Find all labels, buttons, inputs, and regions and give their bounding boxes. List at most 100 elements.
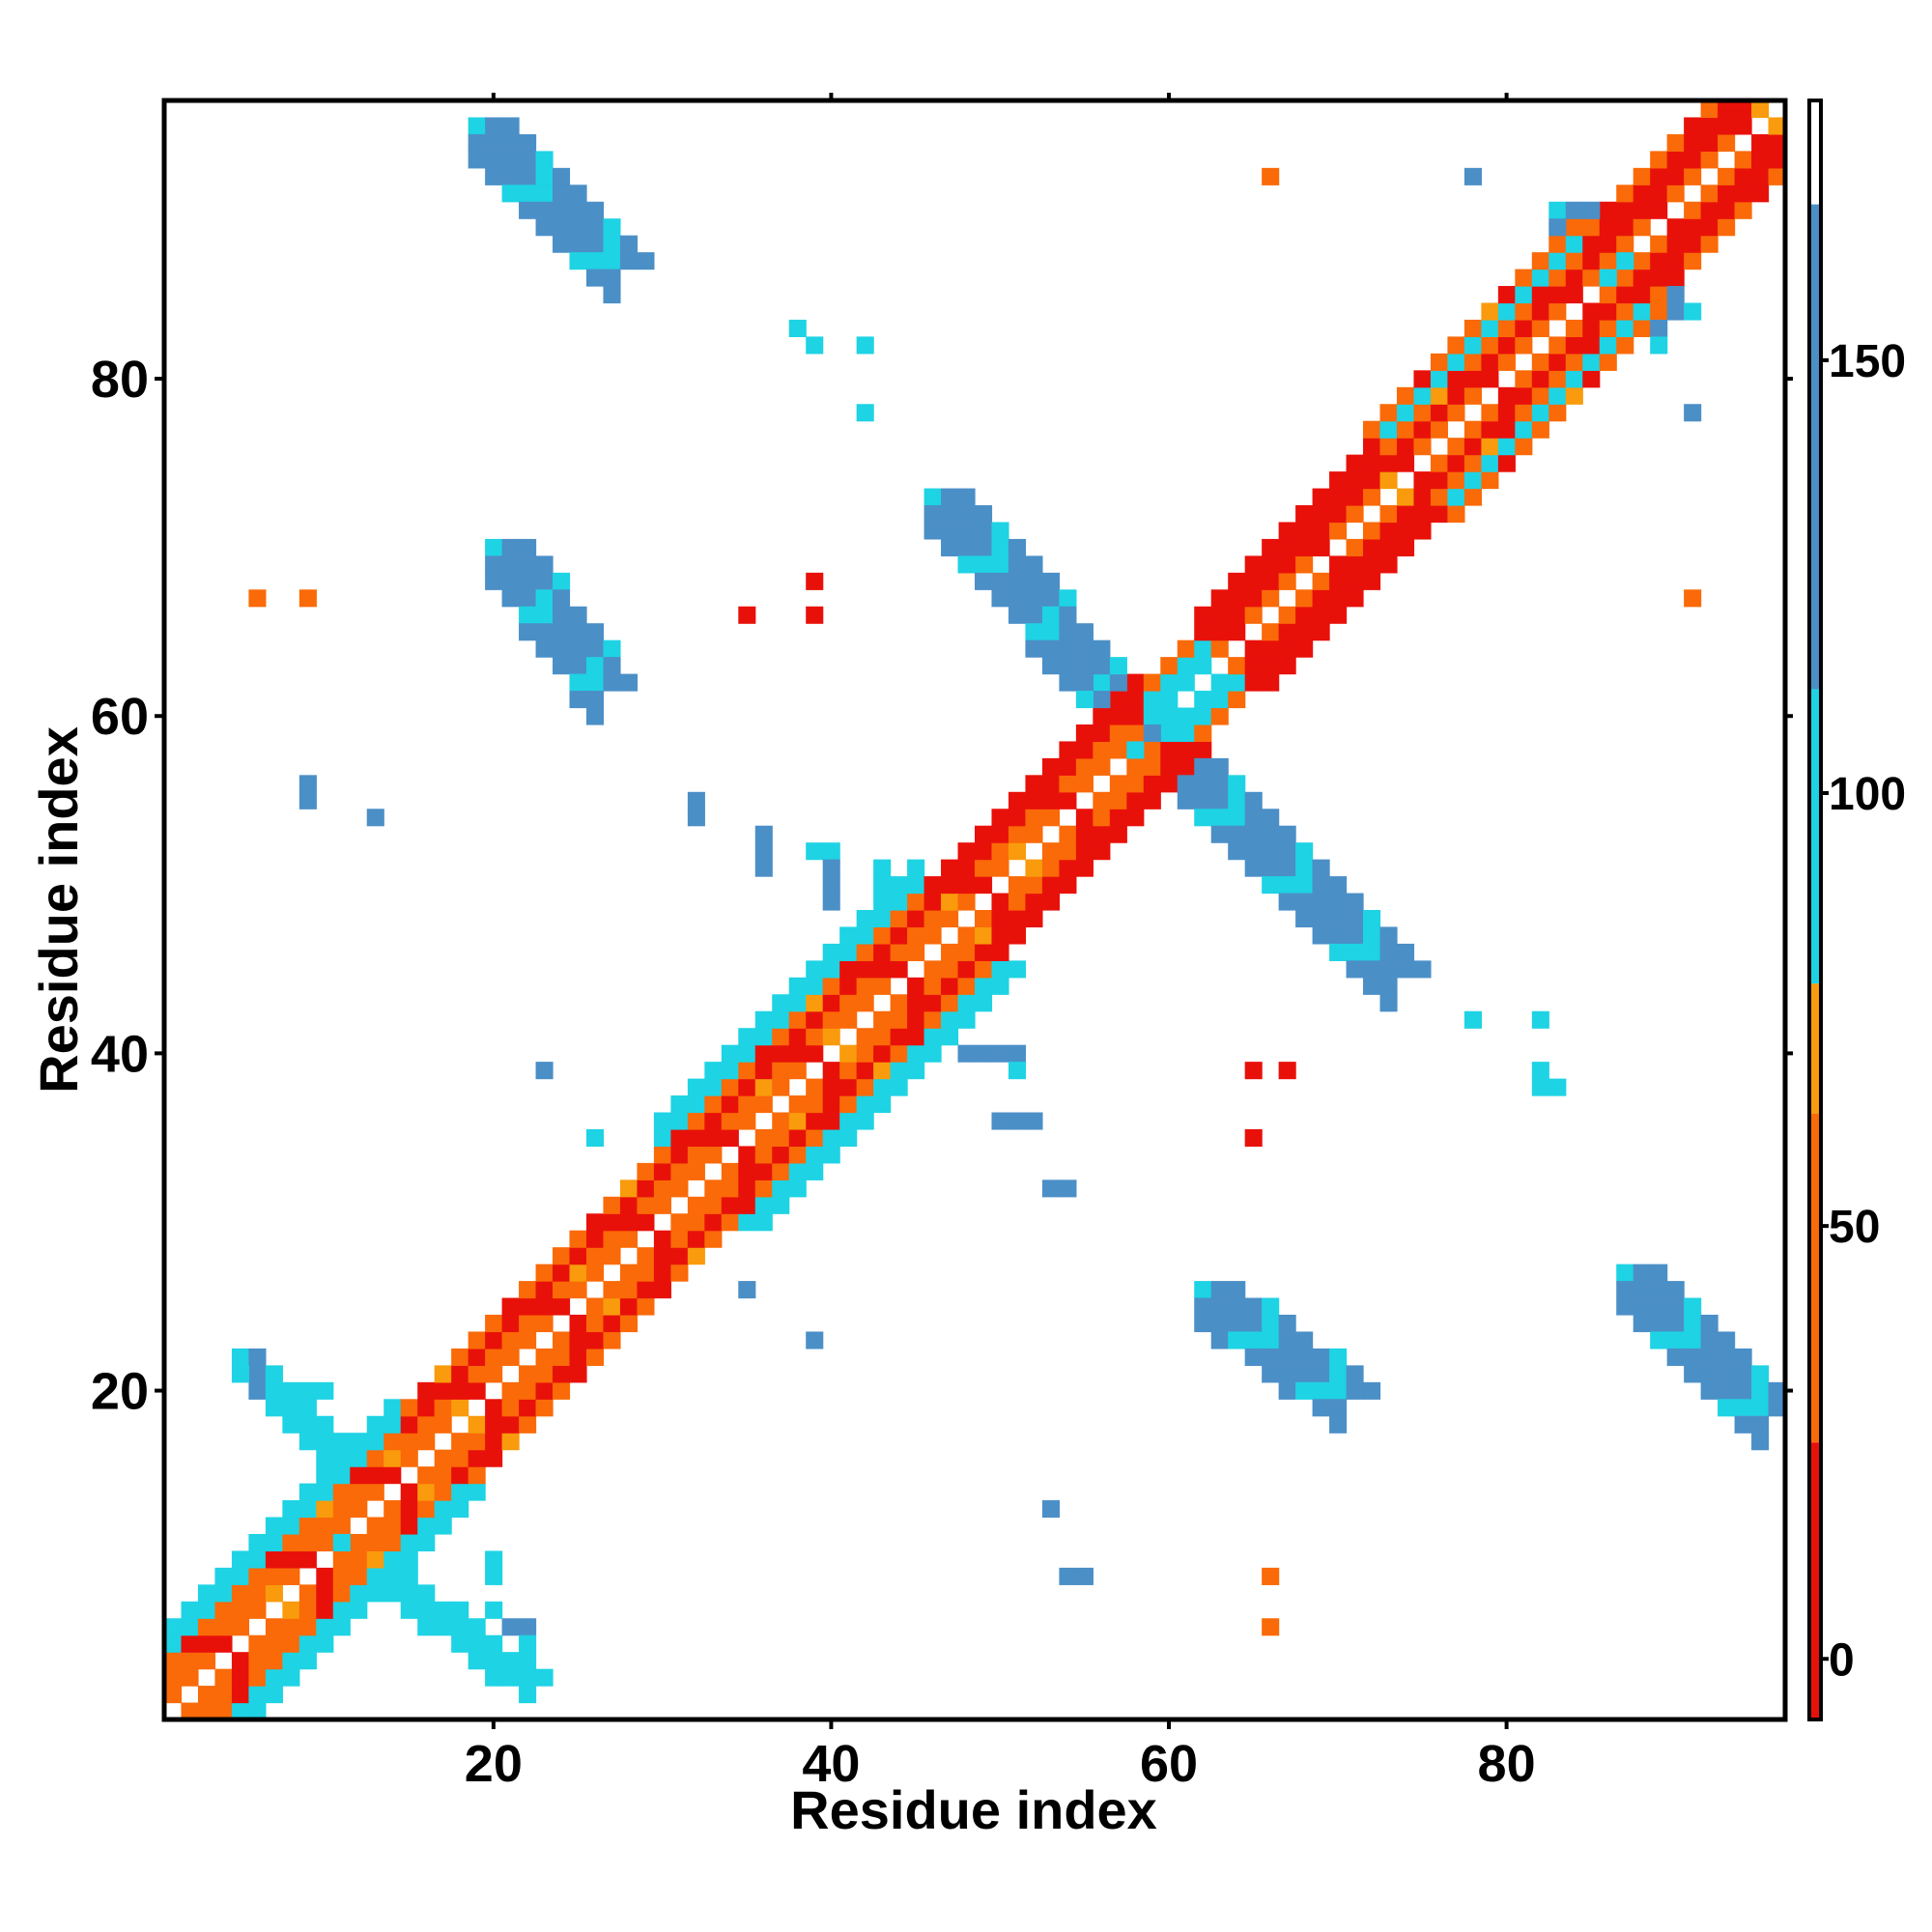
heatmap-cell (569, 691, 587, 709)
heatmap-cell (1396, 522, 1415, 540)
heatmap-cell (1379, 471, 1398, 490)
heatmap-cell (434, 1601, 452, 1619)
heatmap-cell (603, 657, 621, 675)
heatmap-cell (1650, 319, 1668, 338)
heatmap-cell (1295, 1331, 1314, 1350)
heatmap-cell (1346, 454, 1364, 472)
heatmap-cell (687, 1095, 705, 1114)
heatmap-cell (1312, 859, 1330, 877)
heatmap-cell (332, 1584, 351, 1603)
heatmap-cell (316, 1381, 334, 1400)
heatmap-cell (923, 893, 942, 911)
heatmap-cell (298, 1433, 317, 1451)
heatmap-cell (687, 1078, 705, 1096)
heatmap-cell (1447, 505, 1465, 524)
heatmap-cell (298, 1652, 317, 1670)
heatmap-cell (1734, 1365, 1752, 1383)
heatmap-cell (1059, 825, 1077, 843)
heatmap-cell (772, 1028, 790, 1046)
heatmap-cell (738, 1179, 756, 1198)
heatmap-cell (1312, 1365, 1330, 1383)
heatmap-cell (822, 977, 840, 995)
heatmap-cell (687, 1146, 705, 1164)
heatmap-cell (991, 555, 1009, 574)
heatmap-cell (451, 1433, 469, 1451)
heatmap-cell (1616, 302, 1634, 321)
heatmap-cell (619, 252, 639, 270)
heatmap-cell (1481, 336, 1499, 355)
heatmap-cell (1497, 454, 1516, 472)
heatmap-cell (282, 1415, 300, 1434)
heatmap-cell (1346, 572, 1364, 590)
heatmap-cell (1633, 1297, 1651, 1316)
heatmap-cell (1244, 572, 1263, 590)
heatmap-cell (957, 1044, 976, 1063)
heatmap-cell (923, 1028, 942, 1046)
heatmap-cell (907, 893, 925, 911)
heatmap-cell (400, 1550, 418, 1569)
heatmap-cell (1025, 623, 1043, 641)
heatmap-cell (1228, 791, 1246, 810)
heatmap-cell (519, 185, 537, 203)
heatmap-cell (1751, 1365, 1770, 1383)
heatmap-cell (535, 555, 554, 574)
heatmap-cell (856, 1112, 874, 1130)
heatmap-cell (181, 1634, 199, 1653)
heatmap-cell (1160, 707, 1179, 725)
heatmap-cell (1650, 1315, 1668, 1333)
heatmap-cell (1244, 639, 1263, 658)
heatmap-cell (991, 572, 1009, 590)
heatmap-cell (975, 842, 993, 861)
heatmap-cell (1718, 133, 1736, 152)
heatmap-cell (164, 1652, 183, 1670)
heatmap-cell (1008, 1044, 1027, 1063)
heatmap-cell (468, 1483, 486, 1501)
heatmap-cell (316, 1466, 334, 1485)
heatmap-cell (1109, 724, 1127, 743)
heatmap-cell (1041, 572, 1060, 590)
heatmap-cell (417, 1483, 436, 1501)
heatmap-cell (1700, 185, 1719, 203)
heatmap-cell (417, 1601, 436, 1619)
heatmap-cell (519, 1331, 537, 1350)
heatmap-cell (1160, 691, 1179, 709)
heatmap-cell (957, 943, 976, 961)
heatmap-cell (350, 1449, 368, 1467)
heatmap-cell (1734, 167, 1752, 185)
heatmap-cell (1041, 775, 1060, 793)
heatmap-cell (569, 1331, 587, 1350)
heatmap-cell (1363, 960, 1381, 979)
heatmap-cell (231, 1652, 249, 1670)
heatmap-cell (1329, 926, 1348, 945)
heatmap-cell (1363, 926, 1381, 945)
heatmap-cell (1700, 1348, 1719, 1366)
heatmap-cell (164, 1686, 183, 1704)
heatmap-cell (738, 606, 756, 624)
heatmap-cell (873, 977, 892, 995)
heatmap-cell (1531, 386, 1549, 405)
heatmap-cell (1278, 1365, 1296, 1383)
heatmap-cell (890, 893, 908, 911)
heatmap-cell (670, 1179, 689, 1198)
heatmap-cell (1548, 336, 1567, 355)
heatmap-cell (519, 589, 537, 608)
heatmap-cell (501, 167, 520, 185)
heatmap-cell (991, 589, 1009, 608)
heatmap-cell (248, 1584, 267, 1603)
heatmap-cell (1126, 757, 1145, 776)
heatmap-cell (1177, 673, 1195, 692)
heatmap-cell (1059, 639, 1077, 658)
heatmap-cell (1565, 218, 1583, 237)
heatmap-cell (1262, 1348, 1280, 1366)
heatmap-cell (569, 252, 587, 270)
heatmap-cell (1413, 522, 1432, 540)
heatmap-cell (1228, 657, 1246, 675)
heatmap-cell (214, 1584, 233, 1603)
heatmap-cell (214, 1634, 233, 1653)
heatmap-cell (873, 1010, 892, 1029)
heatmap-cell (451, 1618, 469, 1636)
heatmap-cell (298, 589, 317, 608)
heatmap-cell (772, 1162, 790, 1180)
heatmap-cell (788, 1179, 807, 1198)
heatmap-cell (1363, 910, 1381, 928)
